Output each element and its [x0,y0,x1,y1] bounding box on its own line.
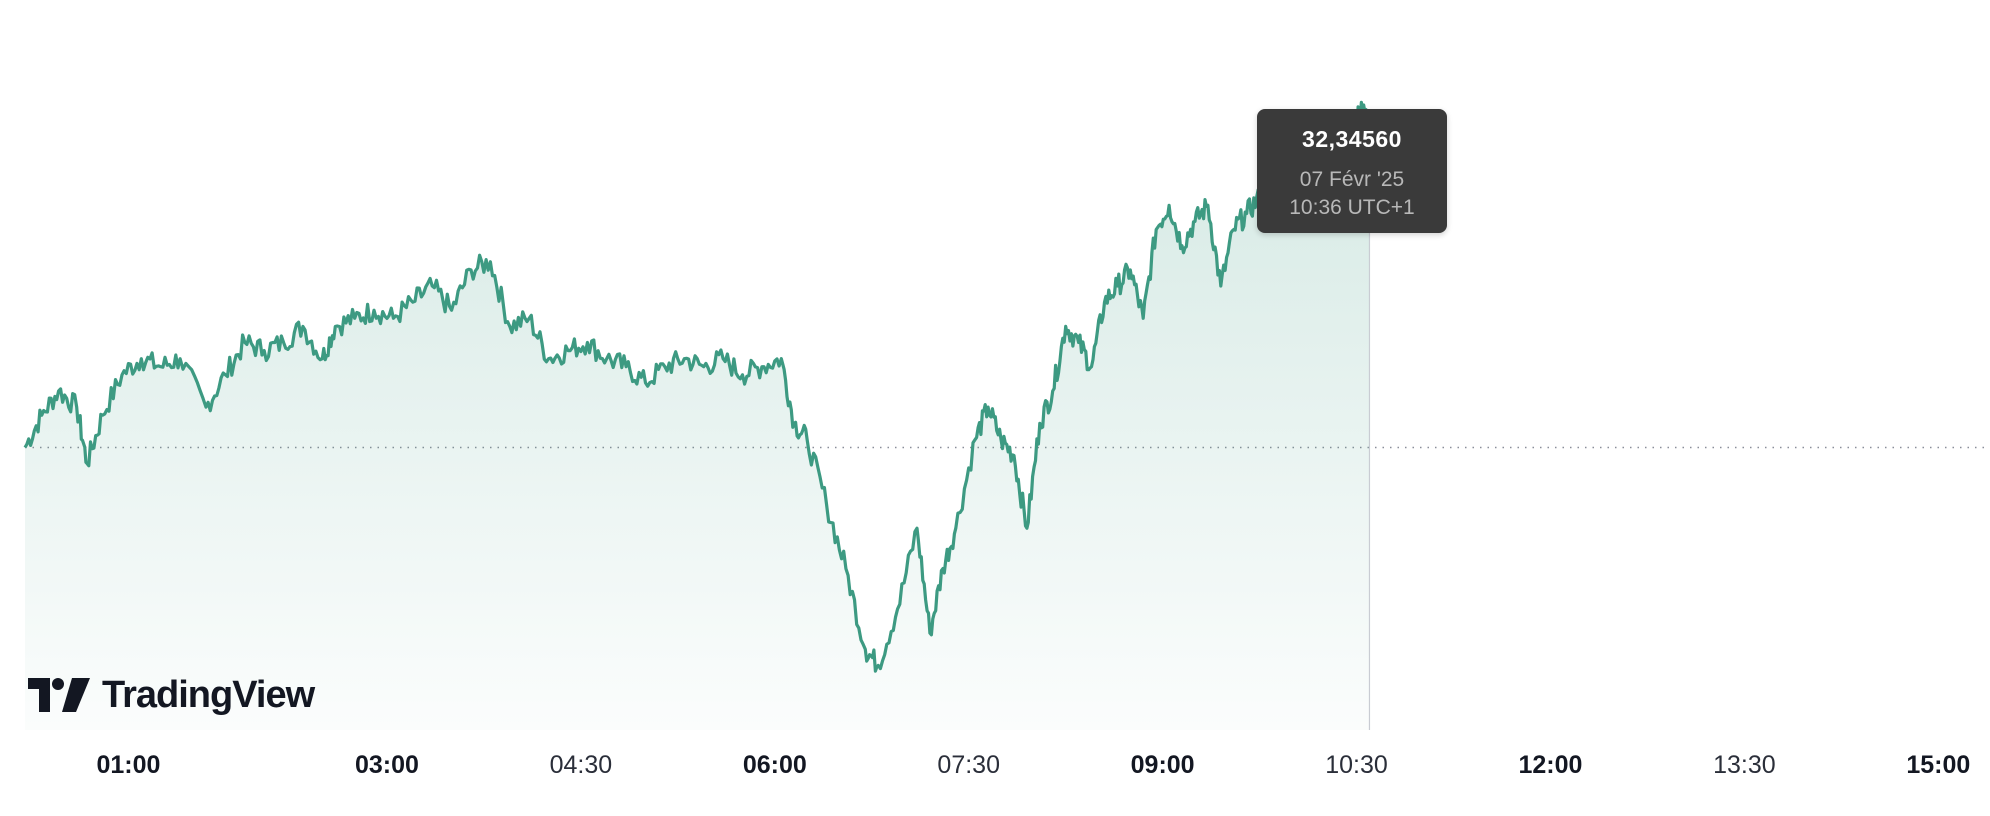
tradingview-logo-icon [28,678,90,712]
x-axis-tick-label: 01:00 [96,751,160,779]
x-axis-tick-label: 03:00 [355,751,419,779]
x-axis-tick-label: 04:30 [550,751,613,779]
x-axis-tick-label: 09:00 [1131,751,1195,779]
tooltip-date: 07 Févr '25 [1299,168,1405,191]
x-axis-tick-label: 06:00 [743,751,807,779]
price-area-fill [25,102,1370,731]
price-line-series[interactable] [23,100,1372,673]
tooltip-value: 32,34560 [1302,126,1402,152]
x-axis-tick-label: 15:00 [1906,751,1970,779]
tradingview-logo-text: TradingView [102,673,315,716]
price-tooltip: 32,34560 07 Févr '25 10:36 UTC+1 [1257,109,1447,233]
x-axis-tick-label: 07:30 [937,751,1000,779]
x-axis-tick-label: 12:00 [1518,751,1582,779]
x-axis-tick-label: 13:30 [1713,751,1776,779]
tradingview-logo[interactable]: TradingView [28,672,315,718]
tooltip-time: 10:36 UTC+1 [1289,196,1415,219]
x-axis-tick-label: 10:30 [1325,751,1388,779]
